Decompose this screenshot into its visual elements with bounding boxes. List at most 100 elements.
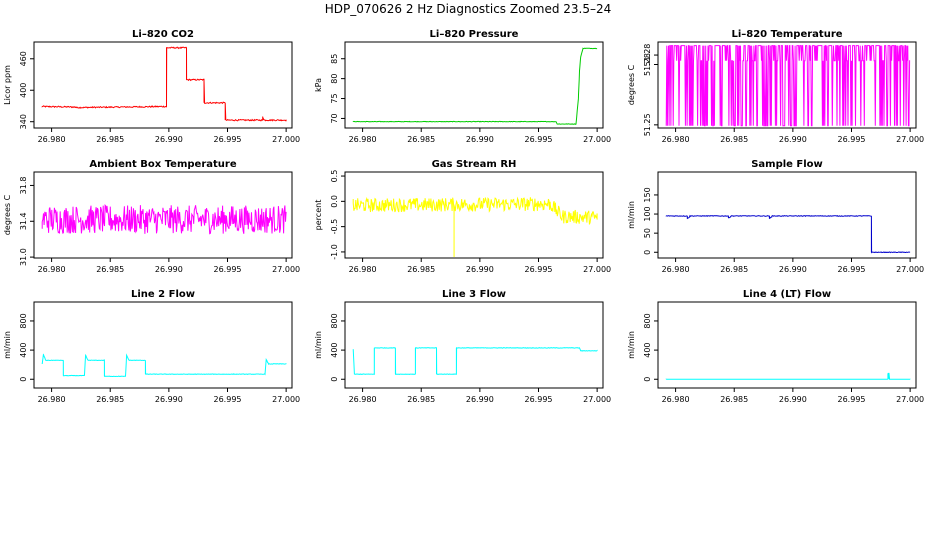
x-tick-label: 26.995 [525, 135, 553, 144]
x-tick-label: 26.990 [779, 265, 807, 274]
y-tick-label: 800 [643, 313, 652, 328]
y-tick-label: 400 [19, 83, 28, 98]
chart-panel: Line 2 Flow ml/min 26.980 26.985 26.990 26.99… [3, 289, 300, 404]
y-tick-label: 0.0 [330, 195, 339, 208]
x-tick-label: 26.995 [214, 135, 242, 144]
x-tick-label: 27.000 [272, 135, 300, 144]
y-tick-label: 0 [643, 377, 652, 382]
chart-title: Li–820 CO2 [132, 29, 194, 40]
x-tick-label: 26.995 [838, 395, 866, 404]
y-tick-label: 340 [19, 114, 28, 129]
x-tick-label: 26.990 [155, 395, 183, 404]
y-tick-label: 800 [330, 313, 339, 328]
y-tick-label: 85 [330, 54, 339, 64]
x-tick-label: 26.980 [662, 395, 690, 404]
x-tick-label: 27.000 [896, 395, 924, 404]
y-tick-label: 31.8 [19, 177, 28, 195]
x-tick-label: 27.000 [583, 395, 611, 404]
plot-frame [344, 171, 604, 259]
figure-title: HDP_070626 2 Hz Diagnostics Zoomed 23.5–… [325, 2, 612, 16]
x-tick-label: 27.000 [272, 395, 300, 404]
y-tick-label: 460 [19, 51, 28, 66]
x-tick-label: 27.000 [896, 265, 924, 274]
y-axis-label: ml/min [627, 331, 636, 359]
x-tick-label: 26.985 [720, 395, 748, 404]
x-tick-label: 26.995 [214, 265, 242, 274]
chart-title: Line 3 Flow [442, 289, 506, 300]
x-tick-label: 26.980 [662, 135, 690, 144]
y-tick-label: 70 [330, 113, 339, 123]
y-tick-label: 80 [330, 74, 339, 84]
chart-panel: Li–820 CO2 Licor ppm 26.980 26.985 26.990 26.… [3, 29, 300, 144]
series-line [352, 347, 598, 375]
series-line [41, 353, 287, 378]
chart-title: Li–820 Temperature [731, 29, 842, 40]
x-tick-label: 26.995 [525, 395, 553, 404]
x-tick-label: 26.990 [155, 265, 183, 274]
x-tick-label: 26.985 [720, 265, 748, 274]
series-line [41, 204, 287, 235]
y-tick-label: 800 [19, 313, 28, 328]
plot-frame [657, 41, 917, 129]
x-tick-label: 26.980 [38, 135, 66, 144]
plot-frame [33, 171, 293, 259]
x-tick-label: 26.995 [214, 395, 242, 404]
y-tick-label: 400 [330, 342, 339, 357]
x-tick-label: 26.990 [466, 265, 494, 274]
x-tick-label: 26.985 [96, 135, 124, 144]
series-line [665, 214, 911, 254]
y-tick-label: 0 [643, 250, 652, 255]
y-tick-label: -0.5 [330, 219, 339, 235]
y-axis-label: ml/min [3, 331, 12, 359]
y-tick-label: 0 [330, 377, 339, 382]
y-tick-label: 0.5 [330, 170, 339, 183]
plot-frame [33, 41, 293, 129]
chart-panel: Ambient Box Temperature degrees C 26.980 26… [3, 159, 300, 274]
chart-panel: Gas Stream RH percent 26.980 26.985 26.990 26… [314, 159, 611, 274]
x-tick-label: 26.995 [838, 265, 866, 274]
y-tick-label: 0 [19, 377, 28, 382]
plot-frame [657, 171, 917, 259]
y-tick-label: 31.0 [19, 248, 28, 266]
y-tick-label: 51.28 [643, 53, 652, 76]
x-tick-label: 26.980 [349, 395, 377, 404]
x-tick-label: 26.985 [96, 395, 124, 404]
x-tick-label: 26.985 [407, 265, 435, 274]
plot-frame [344, 41, 604, 129]
y-axis-label: Licor ppm [3, 65, 12, 105]
chart-panel: Line 3 Flow ml/min 26.980 26.985 26.990 26.99… [314, 289, 611, 404]
x-tick-label: 27.000 [583, 135, 611, 144]
chart-panel: Line 4 (LT) Flow ml/min 26.980 26.985 26.990… [627, 289, 924, 404]
chart-title: Gas Stream RH [432, 159, 517, 170]
x-tick-label: 26.990 [779, 395, 807, 404]
y-tick-label: 150 [643, 187, 652, 202]
y-tick-label: 50 [643, 228, 652, 238]
x-tick-label: 27.000 [272, 265, 300, 274]
y-axis-label: degrees C [3, 194, 12, 235]
x-tick-label: 26.995 [525, 265, 553, 274]
x-tick-label: 26.980 [38, 265, 66, 274]
chart-title: Li–820 Pressure [430, 29, 519, 40]
series-line [352, 47, 598, 125]
x-tick-label: 26.980 [349, 265, 377, 274]
chart-panel: Li–820 Pressure kPa 26.980 26.985 26.990 26.9… [314, 29, 611, 144]
chart-title: Sample Flow [751, 159, 823, 170]
y-tick-label: 51.28 [643, 44, 652, 67]
y-tick-label: 400 [19, 342, 28, 357]
chart-panel: Li–820 Temperature degrees C 26.980 26.985 2… [627, 29, 924, 144]
y-tick-label: -1.0 [330, 244, 339, 260]
y-tick-label: 51.25 [643, 113, 652, 136]
x-tick-label: 26.990 [466, 135, 494, 144]
x-tick-label: 26.990 [466, 395, 494, 404]
chart-title: Line 2 Flow [131, 289, 195, 300]
series-line [665, 45, 911, 127]
plot-frame [344, 301, 604, 389]
x-tick-label: 26.985 [96, 265, 124, 274]
plot-frame [657, 301, 917, 389]
series-line [665, 372, 911, 380]
series-line [352, 196, 598, 225]
x-tick-label: 26.980 [38, 395, 66, 404]
y-axis-label: percent [314, 200, 323, 231]
plot-frame [33, 301, 293, 389]
